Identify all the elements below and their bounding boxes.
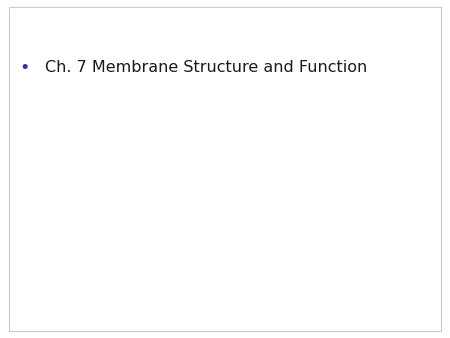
Text: Ch. 7 Membrane Structure and Function: Ch. 7 Membrane Structure and Function: [45, 60, 367, 75]
Text: •: •: [19, 58, 30, 77]
